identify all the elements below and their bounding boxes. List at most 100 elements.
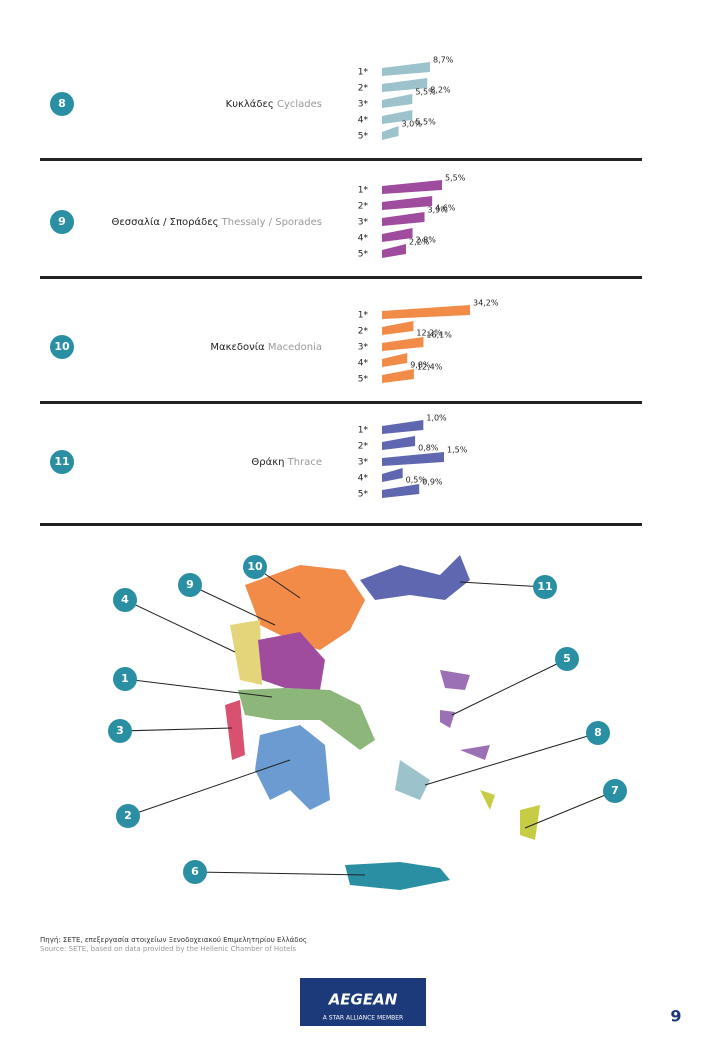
bar	[382, 62, 430, 76]
map-region	[345, 862, 450, 890]
category-label: 3*	[358, 100, 369, 110]
value-label: 8,2%	[430, 86, 451, 95]
leader-line	[127, 759, 291, 817]
region-number: 11	[54, 455, 69, 468]
leader-line	[524, 790, 616, 829]
category-label: 1*	[358, 186, 369, 196]
page-number: 9	[670, 1007, 681, 1026]
map-region	[360, 555, 470, 600]
value-label: 1,5%	[447, 446, 468, 455]
category-label: 1*	[358, 426, 369, 436]
value-label: 2,8%	[416, 236, 437, 245]
leader-line	[194, 871, 366, 876]
category-label: 5*	[358, 132, 369, 142]
bar	[382, 468, 403, 482]
category-label: 5*	[358, 490, 369, 500]
region-title: Θράκη Thrace	[251, 456, 322, 468]
title-greek: Κυκλάδες	[226, 98, 274, 110]
category-label: 1*	[358, 311, 369, 321]
map-marker	[113, 588, 137, 612]
category-label: 2*	[358, 327, 369, 337]
region-badge	[50, 450, 74, 474]
value-label: 8,7%	[433, 56, 454, 65]
source-english: Source: SETE, based on data provided by …	[40, 945, 296, 953]
logo: AEGEAN	[328, 991, 398, 1009]
region-badge	[50, 210, 74, 234]
bar	[382, 436, 416, 450]
title-greek: Θράκη	[251, 456, 284, 468]
category-label: 2*	[358, 442, 369, 452]
logo-box	[300, 978, 426, 1026]
map-region	[258, 632, 325, 690]
map-region	[225, 700, 245, 760]
map-marker-label: 7	[611, 784, 619, 797]
value-label: 4,6%	[435, 204, 456, 213]
region-number: 9	[58, 215, 66, 228]
bar	[382, 94, 413, 108]
map-marker-label: 3	[116, 724, 124, 737]
value-label: 5,5%	[445, 174, 466, 183]
value-label: 0,8%	[418, 444, 439, 453]
bar	[382, 212, 425, 226]
map-marker-label: 8	[594, 726, 602, 739]
map-marker-label: 1	[121, 672, 129, 685]
title-greek: Θεσσαλία / Σποράδες	[112, 216, 219, 228]
value-label: 12,2%	[416, 329, 442, 338]
bar	[382, 196, 433, 210]
category-label: 4*	[358, 234, 369, 244]
title-english: Macedonia	[268, 342, 322, 353]
value-label: 16,1%	[426, 331, 452, 340]
map-marker	[586, 721, 610, 745]
bar	[382, 305, 470, 319]
category-label: 4*	[358, 116, 369, 126]
region-title: Θεσσαλία / Σποράδες Thessaly / Sporades	[112, 216, 322, 228]
map-marker	[243, 555, 267, 579]
map-marker	[555, 647, 579, 671]
value-label: 5,5%	[415, 88, 436, 97]
separator	[40, 401, 642, 404]
map	[225, 555, 540, 890]
region-title: Μακεδονία Macedonia	[210, 341, 322, 353]
bar	[382, 452, 444, 466]
map-marker	[108, 719, 132, 743]
title-greek: Μακεδονία	[210, 341, 265, 353]
map-marker-label: 10	[247, 560, 263, 573]
region-number: 10	[54, 340, 70, 353]
map-region	[230, 620, 262, 685]
region-badge	[50, 335, 74, 359]
map-region	[255, 725, 330, 810]
value-label: 3,0%	[402, 120, 423, 129]
title-english: Thessaly / Sporades	[221, 217, 322, 228]
value-label: 5,5%	[415, 118, 436, 127]
leader-line	[119, 727, 233, 732]
separator	[40, 523, 642, 526]
bar	[382, 180, 442, 194]
map-marker	[178, 573, 202, 597]
category-label: 1*	[358, 68, 369, 78]
category-label: 3*	[358, 343, 369, 353]
leader-line	[459, 581, 546, 588]
category-label: 5*	[358, 375, 369, 385]
value-label: 0,9%	[422, 478, 443, 487]
map-marker-label: 4	[121, 593, 129, 606]
title-english: Cyclades	[277, 99, 322, 110]
separator	[40, 158, 642, 161]
footer: AEGEAN A STAR ALLIANCE MEMBER 9 Πηγή: ΣΕ…	[40, 936, 682, 1026]
map-region	[395, 760, 430, 800]
category-label: 2*	[358, 84, 369, 94]
map-marker-label: 11	[537, 580, 552, 593]
map-marker	[116, 804, 140, 828]
value-label: 2,2%	[409, 238, 430, 247]
bar	[382, 78, 428, 92]
title-english: Thrace	[287, 457, 322, 468]
category-label: 3*	[358, 458, 369, 468]
bar	[382, 337, 424, 351]
category-label: 4*	[358, 359, 369, 369]
map-marker	[603, 779, 627, 803]
category-label: 3*	[358, 218, 369, 228]
bar	[382, 420, 424, 434]
bar	[382, 110, 413, 124]
leader-line	[124, 599, 236, 653]
bar	[382, 228, 413, 242]
